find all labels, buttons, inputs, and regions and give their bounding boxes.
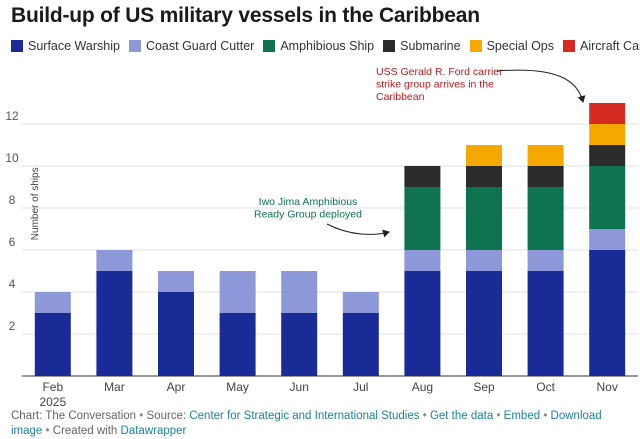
download-image-link[interactable]: Download image — [11, 410, 602, 437]
annotation-carrier-line: strike group arrives in the — [376, 79, 494, 91]
y-tick-label: 6 — [9, 235, 16, 249]
legend-swatch-surface-warship — [11, 40, 23, 52]
footer-credit: Chart: The Conversation — [11, 410, 137, 422]
bar-segment-amphibious-ship — [466, 187, 502, 250]
x-tick-label: May — [226, 380, 249, 394]
bar-segment-surface-warship — [96, 271, 133, 376]
legend-item-aircraft-carrier: Aircraft Carrier — [563, 39, 640, 53]
bar-segment-amphibious-ship — [527, 187, 564, 250]
x-tick-label: Oct — [536, 380, 555, 394]
footer-separator: • — [543, 410, 548, 422]
bar-segment-surface-warship — [589, 250, 626, 376]
bar-segment-aircraft-carrier — [589, 103, 626, 124]
embed-link[interactable]: Embed — [503, 410, 541, 422]
footer-separator: • — [496, 410, 501, 422]
legend-item-coast-guard-cutter: Coast Guard Cutter — [128, 39, 255, 53]
footer-separator: • — [45, 425, 50, 437]
x-tick-sublabel: 2025 — [39, 395, 66, 408]
x-tick-label: Jun — [290, 380, 309, 394]
footer-created-with: Created with — [52, 425, 118, 437]
bar-segment-amphibious-ship — [589, 166, 626, 229]
legend-label-surface-warship: Surface Warship — [28, 39, 120, 53]
bar-segment-coast-guard-cutter — [158, 271, 194, 292]
legend-item-submarine: Submarine — [383, 39, 461, 53]
legend-swatch-coast-guard-cutter — [128, 40, 141, 52]
source-link[interactable]: Center for Strategic and International S… — [189, 410, 420, 422]
bar-segment-coast-guard-cutter — [589, 229, 626, 250]
annotation-iwo-jima-line: Iwo Jima Amphibious — [259, 196, 358, 208]
bar-segment-special-ops — [527, 145, 564, 166]
bar-segment-submarine — [589, 145, 626, 166]
y-axis-title: Number of ships — [30, 167, 41, 240]
bar-segment-special-ops — [589, 124, 626, 145]
y-tick-label: 8 — [9, 193, 16, 207]
datawrapper-link[interactable]: Datawrapper — [120, 425, 187, 437]
footer-separator: • — [139, 410, 144, 422]
y-tick-label: 12 — [5, 109, 19, 123]
footer-separator: • — [422, 410, 427, 422]
get-data-link[interactable]: Get the data — [429, 410, 494, 422]
bar-segment-coast-guard-cutter — [34, 292, 71, 313]
bar-segment-coast-guard-cutter — [219, 271, 256, 313]
x-tick-label: Feb — [42, 380, 63, 394]
bar-segment-surface-warship — [158, 292, 194, 376]
annotation-carrier-line: USS Gerald R. Ford carrier — [376, 66, 503, 78]
annotation-carrier-arrow — [496, 69, 586, 103]
bar-segment-special-ops — [466, 145, 502, 166]
bar-segment-coast-guard-cutter — [466, 250, 502, 271]
bar-segment-amphibious-ship — [404, 187, 441, 250]
legend-swatch-amphibious-ship — [263, 40, 276, 52]
bar-segment-coast-guard-cutter — [96, 250, 133, 271]
annotation-carrier-line: Caribbean — [376, 91, 425, 103]
y-tick-label: 10 — [5, 151, 19, 165]
legend-swatch-aircraft-carrier — [563, 40, 575, 52]
x-tick-label: Jul — [353, 380, 368, 394]
chart-footer: Chart: The Conversation • Source: Center… — [11, 409, 631, 439]
x-tick-label: Apr — [167, 380, 186, 394]
annotation-iwo-jima-text: Iwo Jima Amphibious Ready Group deployed — [254, 196, 362, 221]
legend-label-aircraft-carrier: Aircraft Carrier — [580, 39, 640, 53]
chart-legend: Surface Warship Coast Guard Cutter Amphi… — [11, 39, 640, 53]
x-tick-label: Nov — [597, 380, 618, 394]
legend-label-special-ops: Special Ops — [486, 39, 554, 53]
bar-segment-surface-warship — [281, 313, 318, 376]
legend-item-surface-warship: Surface Warship — [11, 39, 120, 53]
legend-swatch-special-ops — [469, 40, 482, 52]
annotation-iwo-jima-arrow — [326, 223, 390, 238]
bar-segment-surface-warship — [34, 313, 71, 376]
bar-segment-submarine — [404, 166, 441, 187]
bar-segment-coast-guard-cutter — [281, 271, 318, 313]
legend-label-amphibious-ship: Amphibious Ship — [280, 39, 375, 53]
y-tick-label: 2 — [9, 319, 16, 333]
legend-swatch-submarine — [383, 40, 396, 52]
bar-segment-coast-guard-cutter — [527, 250, 564, 271]
bar-segment-submarine — [466, 166, 502, 187]
annotation-carrier-text: USS Gerald R. Ford carrier strike group a… — [376, 66, 503, 103]
legend-item-amphibious-ship: Amphibious Ship — [263, 39, 374, 53]
annotation-iwo-jima-line: Ready Group deployed — [254, 209, 362, 221]
chart-title: Build-up of US military vessels in the C… — [11, 4, 480, 27]
bar-segment-surface-warship — [404, 271, 441, 376]
legend-item-special-ops: Special Ops — [469, 39, 554, 53]
x-tick-label: Sep — [473, 380, 495, 394]
legend-label-submarine: Submarine — [400, 39, 461, 53]
bar-segment-submarine — [527, 166, 564, 187]
bar-segment-surface-warship — [342, 313, 379, 376]
legend-label-coast-guard-cutter: Coast Guard Cutter — [145, 39, 255, 53]
bar-segment-surface-warship — [219, 313, 256, 376]
y-tick-label: 4 — [9, 277, 16, 291]
footer-source-label: Source: — [146, 410, 187, 422]
bar-segment-coast-guard-cutter — [404, 250, 441, 271]
bar-segment-surface-warship — [466, 271, 502, 376]
bar-segment-surface-warship — [527, 271, 564, 376]
bar-segment-coast-guard-cutter — [342, 292, 379, 313]
x-tick-label: Aug — [412, 380, 433, 394]
x-tick-label: Mar — [104, 380, 125, 394]
